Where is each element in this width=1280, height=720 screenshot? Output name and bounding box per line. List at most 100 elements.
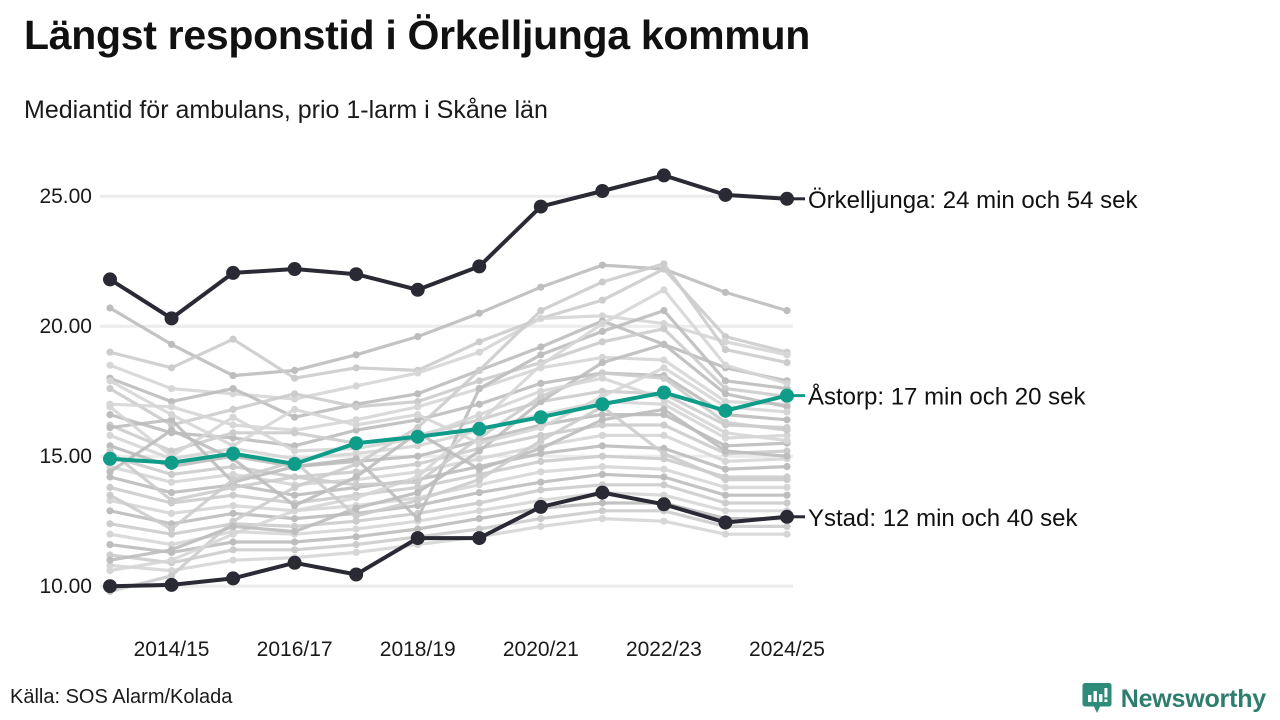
background-data-point: [352, 494, 360, 502]
background-data-point: [537, 351, 545, 359]
background-data-point: [475, 411, 483, 419]
background-series-line: [108, 509, 789, 565]
background-data-point: [352, 548, 360, 557]
highlighted-data-point[interactable]: [410, 282, 425, 297]
background-data-point: [660, 400, 668, 408]
highlighted-series-line[interactable]: [108, 490, 789, 589]
background-data-point: [660, 286, 668, 294]
x-axis-tick-labels: 2014/15 2016/17 2018/19 2020/21 2022/23 2024/…: [134, 638, 825, 661]
background-data-point: [475, 465, 483, 473]
background-data-point: [229, 429, 237, 437]
background-series-line: [108, 366, 789, 448]
background-series-line: [108, 517, 789, 573]
highlighted-data-point[interactable]: [533, 199, 548, 214]
background-series-line: [108, 263, 789, 378]
background-data-point: [475, 489, 483, 497]
highlighted-data-point[interactable]: [349, 567, 364, 582]
highlighted-data-point[interactable]: [103, 579, 117, 594]
background-data-point: [167, 489, 176, 497]
background-data-point: [291, 473, 299, 481]
highlighted-data-point[interactable]: [533, 499, 548, 514]
highlighted-data-point[interactable]: [349, 436, 364, 451]
background-data-point: [229, 463, 237, 471]
background-data-point: [721, 361, 730, 369]
background-data-point: [783, 351, 791, 359]
highlighted-data-point[interactable]: [780, 388, 794, 403]
background-data-point: [414, 525, 422, 533]
background-data-point: [598, 452, 606, 460]
background-data-point: [598, 416, 606, 424]
highlighted-data-point[interactable]: [410, 429, 425, 444]
brand-logo: Newsworthy: [1082, 682, 1266, 716]
highlighted-data-point[interactable]: [103, 272, 117, 287]
background-data-point: [660, 450, 668, 458]
highlighted-data-point[interactable]: [410, 531, 425, 546]
highlighted-data-point[interactable]: [164, 455, 179, 470]
background-data-point: [721, 333, 730, 341]
background-data-point: [537, 515, 545, 523]
highlighted-data-point[interactable]: [103, 451, 117, 466]
highlighted-series-line[interactable]: [108, 173, 789, 321]
highlighted-data-point[interactable]: [472, 259, 487, 274]
highlighted-data-point[interactable]: [780, 191, 794, 206]
background-data-point: [352, 351, 360, 359]
highlighted-data-point[interactable]: [226, 446, 241, 461]
background-data-point: [537, 379, 545, 387]
x-axis-tick-label: 2016/17: [257, 638, 333, 661]
background-data-point: [106, 348, 114, 356]
background-data-point: [352, 473, 360, 481]
background-data-point: [721, 418, 730, 426]
background-data-point: [291, 447, 299, 455]
highlighted-data-point[interactable]: [349, 267, 364, 282]
background-data-point: [598, 431, 606, 439]
background-data-point: [660, 491, 668, 499]
background-data-point: [721, 429, 730, 437]
highlighted-data-point[interactable]: [472, 531, 487, 546]
highlighted-data-point[interactable]: [595, 485, 610, 500]
background-data-point: [106, 483, 114, 491]
background-data-point: [167, 411, 176, 419]
highlighted-data-point[interactable]: [287, 262, 302, 276]
highlighted-data-point[interactable]: [656, 497, 671, 512]
background-data-point: [537, 450, 545, 458]
background-data-point: [537, 522, 545, 531]
highlighted-data-point[interactable]: [287, 457, 302, 471]
background-data-point: [352, 382, 360, 390]
highlighted-data-point[interactable]: [164, 577, 179, 592]
background-data-point: [783, 522, 791, 531]
background-data-point: [660, 307, 668, 315]
background-data-point: [106, 520, 114, 528]
background-data-point: [229, 530, 237, 538]
background-data-point: [660, 481, 668, 489]
highlighted-data-point[interactable]: [533, 410, 548, 425]
highlighted-data-point[interactable]: [780, 509, 794, 524]
highlighted-data-point[interactable]: [287, 555, 302, 570]
highlighted-data-point[interactable]: [656, 168, 671, 183]
highlighted-data-point[interactable]: [164, 311, 179, 326]
highlighted-data-point[interactable]: [595, 397, 610, 412]
highlighted-series-line[interactable]: [108, 390, 789, 466]
highlighted-data-point[interactable]: [226, 265, 241, 280]
background-data-point: [721, 499, 730, 507]
highlighted-data-point[interactable]: [226, 571, 241, 586]
background-data-point: [352, 421, 360, 429]
highlighted-data-point[interactable]: [595, 184, 610, 198]
background-data-point: [721, 346, 730, 354]
background-data-point: [291, 522, 299, 531]
background-data-point: [414, 442, 422, 450]
background-data-point: [352, 416, 360, 424]
background-data-point: [475, 447, 483, 455]
background-data-point: [106, 411, 114, 419]
highlighted-data-point[interactable]: [656, 385, 671, 400]
background-data-point: [783, 359, 791, 367]
highlighted-data-point[interactable]: [718, 187, 733, 202]
highlighted-data-point[interactable]: [718, 403, 733, 418]
background-data-point: [414, 369, 422, 377]
background-data-point: [721, 483, 730, 491]
background-data-point: [291, 528, 299, 536]
highlighted-data-point[interactable]: [472, 421, 487, 436]
highlighted-data-point[interactable]: [718, 515, 733, 530]
background-data-point: [475, 525, 483, 533]
